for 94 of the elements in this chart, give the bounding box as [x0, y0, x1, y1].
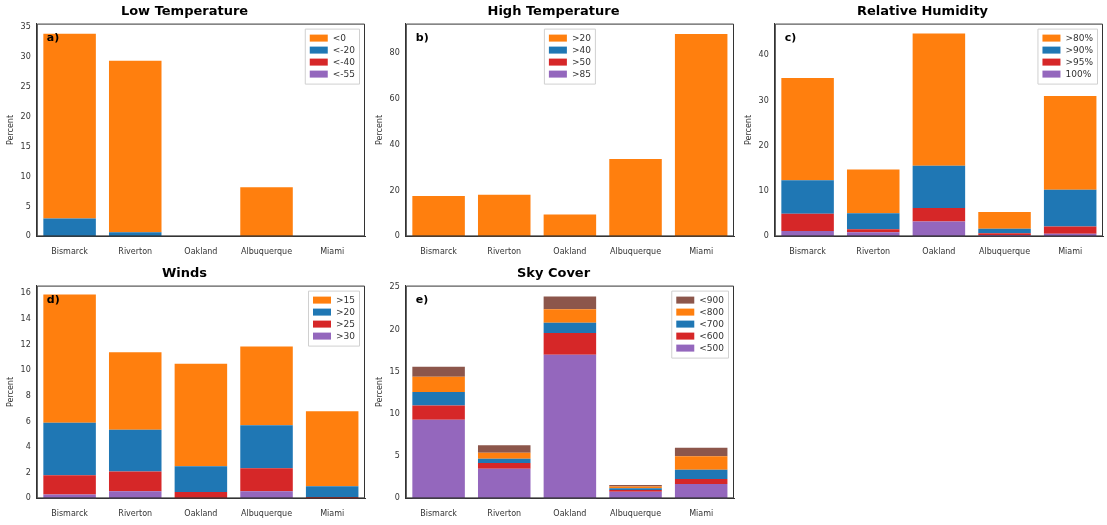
- legend-label: >20: [571, 32, 592, 43]
- y-axis-title: Percent: [374, 376, 384, 408]
- y-tick-label: 4: [25, 442, 31, 452]
- legend-label: >50: [571, 56, 592, 67]
- x-tick-label: Bismarck: [420, 247, 458, 257]
- legend-label: >85: [571, 68, 591, 79]
- annotation: e): [415, 292, 429, 306]
- y-tick-label: 0: [394, 231, 400, 241]
- x-tick-label: Miami: [1058, 247, 1083, 257]
- y-tick-label: 16: [20, 288, 31, 298]
- x-tick-label: Riverton: [487, 247, 522, 257]
- y-tick-label: 20: [758, 140, 769, 150]
- x-tick-label: Bismarck: [51, 509, 89, 519]
- y-tick-label: 60: [389, 94, 400, 104]
- legend-label: <-20: [332, 44, 356, 55]
- x-tick-label: Miami: [320, 247, 345, 257]
- y-tick-label: 5: [25, 201, 31, 211]
- x-tick-label: Bismarck: [51, 247, 89, 257]
- y-tick-label: 15: [389, 366, 400, 376]
- x-tick-label: Albuquerque: [240, 247, 293, 257]
- legend-label: <-40: [332, 56, 356, 67]
- x-tick-label: Albuquerque: [978, 247, 1031, 257]
- y-tick-label: 10: [20, 171, 31, 181]
- y-tick-label: 80: [389, 48, 400, 58]
- x-tick-label: Riverton: [118, 509, 153, 519]
- y-tick-label: 30: [758, 95, 769, 105]
- chart-title: Sky Cover: [516, 265, 591, 281]
- y-tick-label: 0: [763, 231, 769, 241]
- x-tick-label: Oakland: [553, 247, 587, 257]
- y-tick-label: 15: [20, 141, 31, 151]
- chart-title: Relative Humidity: [856, 3, 989, 19]
- y-tick-label: 0: [394, 493, 400, 503]
- chart-title: High Temperature: [487, 3, 620, 19]
- annotation: d): [46, 292, 60, 306]
- legend-label: <600: [699, 330, 725, 341]
- chart-title: Low Temperature: [120, 3, 249, 19]
- y-tick-label: 40: [758, 50, 769, 60]
- legend-label: <0: [332, 32, 347, 43]
- y-tick-label: 25: [20, 81, 31, 91]
- y-tick-label: 10: [389, 409, 400, 419]
- y-axis-title: Percent: [743, 114, 753, 146]
- y-tick-label: 8: [25, 390, 31, 400]
- x-tick-label: Riverton: [487, 509, 522, 519]
- legend-label: >15: [336, 294, 356, 305]
- x-tick-label: Oakland: [553, 509, 587, 519]
- annotation: b): [415, 30, 429, 44]
- legend-label: >90%: [1065, 44, 1094, 55]
- x-tick-label: Bismarck: [789, 247, 827, 257]
- legend-label: >25: [336, 318, 356, 329]
- legend-label: >30: [336, 330, 356, 341]
- y-tick-label: 20: [389, 324, 400, 334]
- legend-label: >95%: [1065, 56, 1094, 67]
- annotation: a): [46, 30, 60, 44]
- x-tick-label: Oakland: [922, 247, 956, 257]
- y-tick-label: 0: [25, 231, 31, 241]
- x-tick-label: Miami: [320, 509, 345, 519]
- legend-label: >80%: [1065, 32, 1094, 43]
- legend-label: 100%: [1065, 68, 1092, 79]
- x-tick-label: Riverton: [118, 247, 153, 257]
- legend-label: <700: [699, 318, 725, 329]
- legend-label: <900: [699, 294, 725, 305]
- x-tick-label: Miami: [689, 247, 714, 257]
- y-tick-label: 14: [20, 314, 31, 324]
- annotation: c): [784, 30, 797, 44]
- y-tick-label: 20: [389, 185, 400, 195]
- x-tick-label: Miami: [689, 509, 714, 519]
- y-tick-label: 5: [394, 451, 400, 461]
- legend-label: <-55: [332, 68, 356, 79]
- x-tick-label: Albuquerque: [609, 509, 662, 519]
- y-tick-label: 6: [25, 416, 31, 426]
- y-tick-label: 25: [389, 282, 400, 292]
- x-tick-label: Albuquerque: [609, 247, 662, 257]
- legend-label: <500: [699, 342, 725, 353]
- y-tick-label: 35: [20, 21, 31, 31]
- x-tick-label: Oakland: [184, 509, 218, 519]
- y-tick-label: 10: [758, 186, 769, 196]
- y-tick-label: 0: [25, 493, 31, 503]
- y-tick-label: 10: [20, 365, 31, 375]
- y-tick-label: 20: [20, 111, 31, 121]
- y-tick-label: 30: [20, 51, 31, 61]
- y-tick-label: 40: [389, 139, 400, 149]
- x-tick-label: Oakland: [184, 247, 218, 257]
- x-tick-label: Riverton: [856, 247, 891, 257]
- y-axis-title: Percent: [374, 114, 384, 146]
- legend-label: <800: [699, 306, 725, 317]
- y-axis-title: Percent: [5, 376, 15, 408]
- x-tick-label: Albuquerque: [240, 509, 293, 519]
- y-axis-title: Percent: [5, 114, 15, 146]
- x-tick-label: Bismarck: [420, 509, 458, 519]
- legend-label: >20: [336, 306, 356, 317]
- chart-title: Winds: [161, 265, 208, 281]
- y-tick-label: 2: [25, 467, 31, 477]
- y-tick-label: 12: [20, 339, 31, 349]
- legend-label: >40: [571, 44, 592, 55]
